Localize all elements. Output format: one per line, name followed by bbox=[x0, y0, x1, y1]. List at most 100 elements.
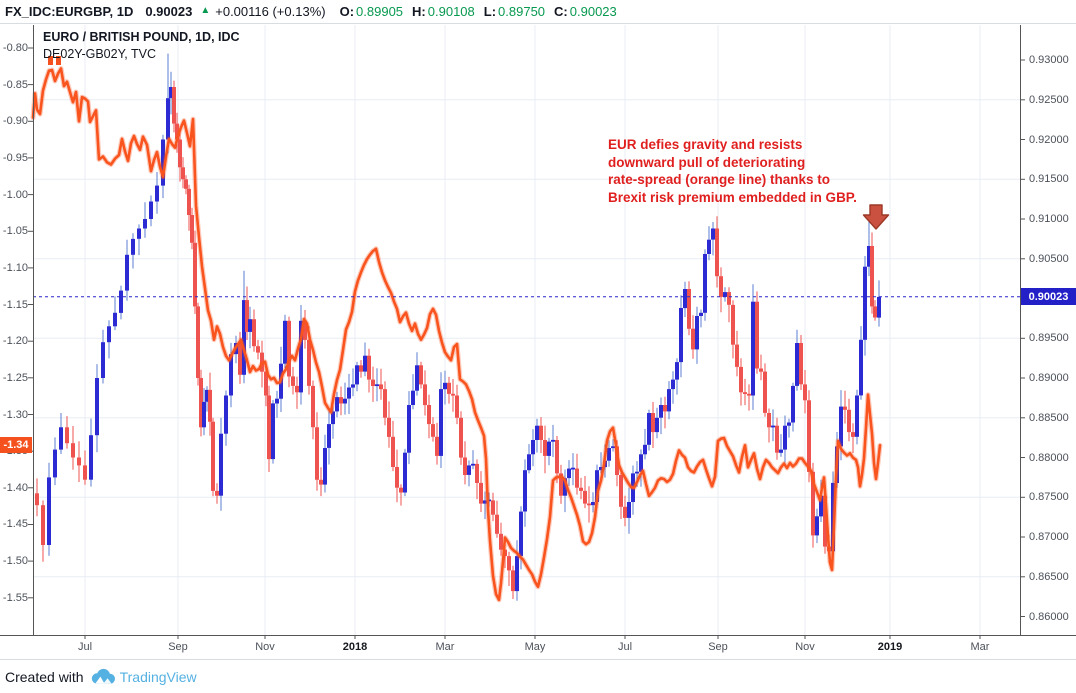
candle bbox=[351, 384, 355, 388]
spread-axis-tick: -1.40 bbox=[2, 481, 28, 494]
high-label: H: bbox=[412, 3, 426, 19]
candle bbox=[169, 87, 173, 99]
candle bbox=[499, 533, 503, 550]
price-change: +0.00116 (+0.13%) bbox=[215, 3, 326, 19]
candle bbox=[155, 185, 159, 202]
candle bbox=[119, 290, 123, 313]
time-axis-tick: 2019 bbox=[877, 641, 903, 653]
candle bbox=[219, 433, 223, 496]
candle bbox=[715, 228, 719, 277]
candle bbox=[699, 312, 703, 316]
spread-axis-tick: -1.15 bbox=[2, 298, 28, 311]
candle bbox=[347, 387, 351, 399]
candle bbox=[172, 87, 176, 124]
candle bbox=[559, 473, 563, 496]
time-axis-tick: Jul bbox=[77, 641, 93, 653]
candle bbox=[619, 475, 623, 507]
candle bbox=[539, 425, 543, 440]
candle bbox=[299, 320, 303, 393]
overlay-series-title[interactable]: DE02Y-GB02Y, TVC bbox=[43, 47, 157, 61]
candle bbox=[149, 201, 153, 219]
price-axis-tick: 0.88000 bbox=[1029, 451, 1069, 464]
high-value: 0.90108 bbox=[427, 3, 475, 19]
candle bbox=[823, 495, 827, 547]
candle bbox=[59, 427, 63, 450]
spread-axis-tick: -1.05 bbox=[2, 225, 28, 238]
candle bbox=[359, 365, 363, 372]
time-axis-tick: Mar bbox=[435, 641, 455, 653]
candle bbox=[591, 502, 595, 506]
last-price: 0.90023 bbox=[145, 3, 193, 19]
candle bbox=[587, 503, 591, 506]
candle bbox=[859, 339, 863, 396]
candle bbox=[519, 511, 523, 557]
candle bbox=[89, 435, 93, 480]
candle bbox=[331, 411, 335, 425]
candle bbox=[643, 444, 647, 455]
time-axis-tick: Nov bbox=[795, 641, 815, 653]
candle bbox=[355, 365, 359, 385]
candle bbox=[53, 449, 57, 478]
candle bbox=[208, 389, 212, 422]
candle bbox=[339, 397, 343, 404]
annotation-line: Brexit risk premium embedded in GBP. bbox=[608, 189, 857, 205]
price-axis-tick: 0.87000 bbox=[1029, 531, 1069, 543]
candle bbox=[335, 397, 339, 412]
candle bbox=[295, 385, 299, 393]
spread-line-series[interactable] bbox=[31, 67, 882, 602]
candle bbox=[256, 346, 260, 353]
candle bbox=[252, 319, 256, 347]
candle bbox=[655, 417, 659, 433]
price-axis-tick: 0.91500 bbox=[1029, 173, 1069, 186]
candle bbox=[137, 228, 141, 239]
price-axis-tick: 0.87500 bbox=[1029, 491, 1069, 504]
tradingview-brand-text[interactable]: TradingView bbox=[119, 669, 197, 685]
tradingview-logo-icon[interactable] bbox=[90, 668, 117, 686]
candle bbox=[439, 389, 443, 456]
candle bbox=[47, 477, 51, 545]
candle bbox=[283, 320, 287, 364]
candle bbox=[870, 246, 874, 307]
time-axis-tick: May bbox=[524, 641, 546, 653]
candle bbox=[743, 392, 747, 394]
spread-axis-tick: -1.10 bbox=[2, 261, 28, 274]
spread-series-swatch bbox=[55, 56, 61, 65]
candle bbox=[71, 443, 75, 458]
chart-title[interactable]: EURO / BRITISH POUND, 1D, IDC bbox=[43, 30, 240, 44]
candle bbox=[703, 254, 707, 313]
candle bbox=[535, 425, 539, 440]
candle bbox=[511, 570, 515, 592]
candle bbox=[455, 395, 459, 418]
candle bbox=[178, 139, 182, 168]
candle bbox=[271, 403, 275, 460]
time-axis-tick: Sep bbox=[168, 641, 188, 653]
candle bbox=[95, 378, 99, 436]
candle bbox=[671, 379, 675, 390]
spread-series-swatch bbox=[48, 56, 53, 65]
candle bbox=[131, 238, 135, 255]
annotation-arrow-icon[interactable] bbox=[862, 204, 890, 230]
candle bbox=[527, 454, 531, 471]
candle bbox=[193, 242, 197, 307]
candle bbox=[242, 300, 246, 375]
candle bbox=[711, 228, 715, 240]
candle bbox=[187, 188, 191, 215]
spread-axis-tick: -1.45 bbox=[2, 518, 28, 531]
candle bbox=[495, 514, 499, 534]
candle bbox=[315, 427, 319, 480]
candle bbox=[41, 505, 45, 545]
spread-axis-tick: -1.00 bbox=[2, 188, 28, 201]
price-axis-tick: 0.91000 bbox=[1029, 213, 1069, 225]
candle bbox=[483, 500, 487, 504]
candle bbox=[663, 405, 667, 412]
annotation-line: rate-spread (orange line) thanks to bbox=[608, 172, 831, 187]
time-axis-tick: Sep bbox=[708, 641, 728, 653]
current-spread-axis-label: -1.34 bbox=[0, 437, 32, 454]
current-price-axis-label: 0.90023 bbox=[1021, 288, 1076, 306]
candle bbox=[791, 385, 795, 423]
candle bbox=[307, 339, 311, 386]
candle bbox=[799, 343, 803, 385]
price-axis-tick: 0.86500 bbox=[1029, 570, 1069, 583]
spread-axis-tick: -1.55 bbox=[2, 591, 28, 604]
